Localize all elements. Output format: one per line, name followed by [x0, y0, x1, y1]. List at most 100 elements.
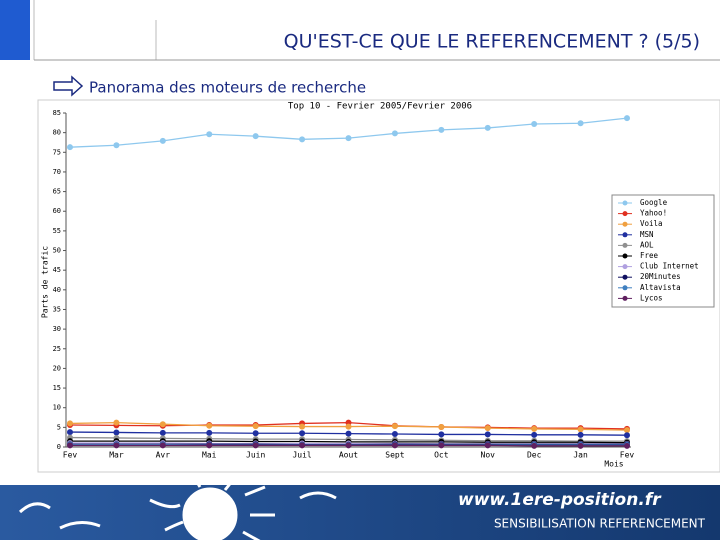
x-tick-label: Juil	[292, 451, 311, 460]
x-tick-label: Aout	[339, 451, 358, 460]
y-tick-label: 40	[53, 286, 61, 294]
y-tick-label: 25	[53, 345, 61, 353]
x-tick-label: Oct	[434, 451, 449, 460]
data-point	[346, 424, 352, 430]
y-tick-label: 30	[53, 325, 61, 333]
legend-marker	[623, 211, 628, 216]
data-point	[253, 430, 259, 436]
data-point	[160, 442, 166, 448]
legend-marker	[623, 243, 628, 248]
data-point	[531, 121, 537, 127]
y-axis-label: Parts de trafic	[41, 246, 50, 318]
data-point	[392, 423, 398, 429]
legend-label: Free	[640, 251, 659, 260]
y-tick-label: 65	[53, 188, 61, 196]
legend-marker	[623, 201, 628, 206]
data-point	[113, 142, 119, 148]
data-point	[438, 442, 444, 448]
data-point	[346, 135, 352, 141]
legend-marker	[623, 275, 628, 280]
data-point	[624, 443, 630, 449]
data-point	[299, 430, 305, 436]
legend-marker	[623, 264, 628, 269]
data-point	[531, 426, 537, 432]
y-tick-label: 15	[53, 384, 61, 392]
data-point	[485, 125, 491, 131]
data-point	[67, 429, 73, 435]
footer-tagline: SENSIBILISATION REFERENCEMENT	[494, 517, 706, 531]
y-tick-label: 80	[53, 129, 61, 137]
data-point	[438, 127, 444, 133]
y-tick-label: 35	[53, 305, 61, 313]
legend-label: Lycos	[640, 293, 663, 302]
y-tick-label: 20	[53, 364, 61, 372]
data-point	[253, 133, 259, 139]
corner-block	[0, 0, 30, 60]
data-point	[485, 442, 491, 448]
data-point	[392, 431, 398, 437]
x-tick-label: Dec	[527, 451, 542, 460]
x-tick-label: Fev	[63, 451, 78, 460]
data-point	[299, 424, 305, 430]
x-tick-label: Jan	[573, 451, 588, 460]
data-point	[438, 424, 444, 430]
data-point	[206, 423, 212, 429]
x-tick-label: Fev	[620, 451, 635, 460]
legend-label: MSN	[640, 230, 654, 239]
y-tick-label: 85	[53, 109, 61, 117]
data-point	[346, 431, 352, 437]
slide-title: QU'EST-CE QUE LE REFERENCEMENT ? (5/5)	[284, 31, 700, 53]
legend-label: Altavista	[640, 283, 681, 292]
y-tick-label: 75	[53, 148, 61, 156]
data-point	[113, 420, 119, 426]
data-point	[624, 427, 630, 433]
legend-label: Google	[640, 198, 668, 207]
x-tick-label: Avr	[156, 451, 171, 460]
data-point	[531, 432, 537, 438]
data-point	[578, 443, 584, 449]
y-tick-label: 50	[53, 247, 61, 255]
data-point	[392, 130, 398, 136]
data-point	[624, 432, 630, 438]
data-point	[160, 421, 166, 427]
data-point	[531, 443, 537, 449]
data-point	[160, 138, 166, 144]
data-point	[160, 430, 166, 436]
data-point	[392, 442, 398, 448]
data-point	[346, 442, 352, 448]
data-point	[253, 423, 259, 429]
legend-marker	[623, 232, 628, 237]
y-tick-label: 5	[57, 423, 61, 431]
data-point	[67, 420, 73, 426]
data-point	[67, 442, 73, 448]
legend-marker	[623, 285, 628, 290]
data-point	[206, 442, 212, 448]
y-tick-label: 45	[53, 266, 61, 274]
y-tick-label: 60	[53, 207, 61, 215]
data-point	[206, 131, 212, 137]
y-tick-label: 10	[53, 404, 61, 412]
x-tick-label: Sept	[385, 451, 404, 460]
y-tick-label: 55	[53, 227, 61, 235]
x-axis-label: Mois	[604, 460, 623, 469]
data-point	[578, 426, 584, 432]
data-point	[299, 442, 305, 448]
data-point	[67, 144, 73, 150]
subtitle: Panorama des moteurs de recherche	[89, 79, 366, 97]
arrow-icon	[54, 77, 82, 95]
data-point	[578, 120, 584, 126]
x-tick-label: Mar	[109, 451, 124, 460]
legend-label: Club Internet	[640, 262, 699, 271]
x-tick-label: Juin	[246, 451, 265, 460]
data-point	[624, 115, 630, 121]
x-tick-label: Nov	[481, 451, 496, 460]
data-point	[113, 442, 119, 448]
legend-label: Yahoo!	[640, 209, 667, 218]
legend-label: 20Minutes	[640, 272, 681, 281]
legend-marker	[623, 296, 628, 301]
data-point	[206, 430, 212, 436]
data-point	[578, 432, 584, 438]
y-tick-label: 0	[57, 443, 61, 451]
